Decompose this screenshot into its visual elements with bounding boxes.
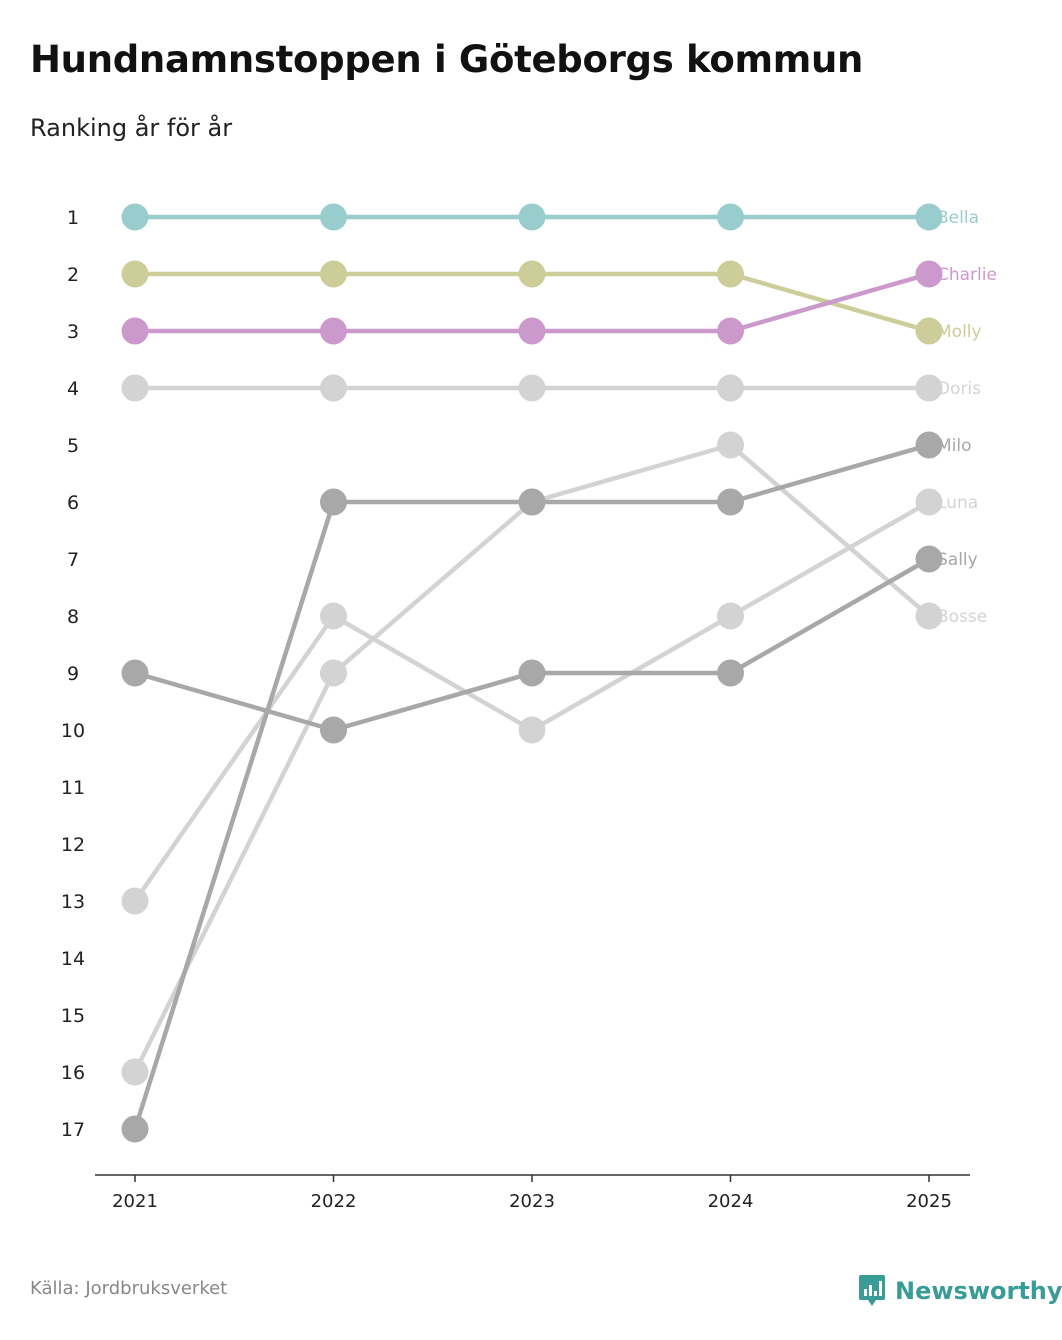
- data-point-luna[interactable]: [320, 602, 347, 630]
- y-tick-label: 5: [67, 435, 79, 457]
- source-note: Källa: Jordbruksverket: [30, 1278, 228, 1299]
- data-point-milo[interactable]: [915, 431, 943, 459]
- series-label-bella: Bella: [937, 208, 979, 228]
- data-point-sally[interactable]: [717, 659, 744, 687]
- y-tick-label: 10: [61, 720, 85, 742]
- data-point-molly[interactable]: [518, 260, 546, 288]
- data-point-luna[interactable]: [518, 716, 546, 744]
- bar-chart-icon: [859, 1275, 885, 1306]
- x-axis: 2021 2022 2023 2024 2025: [95, 1174, 970, 1212]
- y-tick-label: 6: [67, 492, 79, 514]
- chart-subtitle: Ranking år för år: [30, 114, 233, 142]
- series-label-milo: Milo: [937, 436, 972, 456]
- y-tick-label: 17: [61, 1119, 85, 1141]
- data-point-bella[interactable]: [915, 203, 943, 231]
- x-tick-label: 2024: [708, 1191, 754, 1212]
- data-point-sally[interactable]: [915, 545, 943, 573]
- y-tick-label: 14: [61, 948, 85, 970]
- x-tick-label: 2021: [112, 1191, 158, 1212]
- y-tick-label: 16: [61, 1062, 85, 1084]
- data-point-bosse[interactable]: [717, 431, 744, 459]
- data-point-charlie[interactable]: [320, 317, 347, 345]
- data-point-molly[interactable]: [320, 260, 347, 288]
- data-point-bella[interactable]: [320, 203, 347, 231]
- data-point-luna[interactable]: [121, 887, 149, 915]
- data-point-luna[interactable]: [915, 488, 943, 516]
- newsworthy-logo[interactable]: Newsworthy: [858, 1274, 1062, 1308]
- series-labels: Bosse Luna Doris Sally Milo Molly Charlie Bella: [937, 208, 997, 627]
- data-point-doris[interactable]: [915, 374, 943, 402]
- series-label-charlie: Charlie: [937, 265, 997, 285]
- data-point-bosse[interactable]: [121, 1058, 149, 1086]
- y-tick-label: 13: [61, 891, 85, 913]
- data-point-charlie[interactable]: [518, 317, 546, 345]
- y-tick-label: 8: [67, 606, 79, 628]
- data-point-doris[interactable]: [320, 374, 347, 402]
- x-tick-label: 2022: [311, 1191, 357, 1212]
- y-tick-label: 7: [67, 549, 79, 571]
- data-point-doris[interactable]: [717, 374, 744, 402]
- series-points: [121, 203, 943, 1143]
- series-label-luna: Luna: [937, 493, 978, 513]
- data-point-sally[interactable]: [121, 659, 149, 687]
- data-point-bella[interactable]: [717, 203, 744, 231]
- chart-title: Hundnamnstoppen i Göteborgs kommun: [30, 38, 864, 81]
- y-tick-label: 3: [67, 321, 79, 343]
- series-line-luna: [132, 499, 932, 904]
- data-point-charlie[interactable]: [717, 317, 744, 345]
- y-tick-label: 12: [61, 834, 85, 856]
- data-point-milo[interactable]: [518, 488, 546, 516]
- brand-name: Newsworthy: [895, 1277, 1062, 1305]
- y-tick-label: 4: [67, 378, 79, 400]
- data-point-bosse[interactable]: [320, 659, 347, 687]
- series-line-milo: [132, 442, 932, 1132]
- series-label-bosse: Bosse: [937, 607, 987, 627]
- series-label-doris: Doris: [937, 379, 981, 399]
- y-tick-label: 2: [67, 264, 79, 286]
- data-point-bosse[interactable]: [915, 602, 943, 630]
- data-point-milo[interactable]: [320, 488, 347, 516]
- data-point-doris[interactable]: [518, 374, 546, 402]
- data-point-charlie[interactable]: [121, 317, 149, 345]
- series-line-sally: [132, 556, 932, 733]
- data-point-milo[interactable]: [121, 1115, 149, 1143]
- y-tick-label: 11: [61, 777, 85, 799]
- data-point-sally[interactable]: [518, 659, 546, 687]
- data-point-bella[interactable]: [121, 203, 149, 231]
- data-point-milo[interactable]: [717, 488, 744, 516]
- data-point-molly[interactable]: [915, 317, 943, 345]
- series-label-sally: Sally: [937, 550, 978, 570]
- data-point-bella[interactable]: [518, 203, 546, 231]
- y-tick-label: 1: [67, 207, 79, 229]
- data-point-sally[interactable]: [320, 716, 347, 744]
- y-tick-label: 15: [61, 1005, 85, 1027]
- data-point-doris[interactable]: [121, 374, 149, 402]
- series-label-molly: Molly: [937, 322, 982, 342]
- y-tick-label: 9: [67, 663, 79, 685]
- x-tick-label: 2025: [906, 1191, 952, 1212]
- data-point-molly[interactable]: [717, 260, 744, 288]
- data-point-luna[interactable]: [717, 602, 744, 630]
- x-tick-label: 2023: [509, 1191, 555, 1212]
- data-point-molly[interactable]: [121, 260, 149, 288]
- data-point-charlie[interactable]: [915, 260, 943, 288]
